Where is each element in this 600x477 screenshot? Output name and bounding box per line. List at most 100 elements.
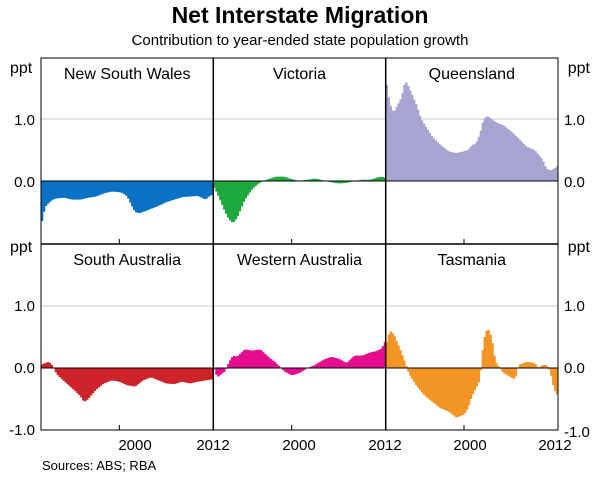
bar-victoria [344, 181, 347, 183]
bar-new-south-wales [95, 181, 99, 197]
bar-south-australia [164, 368, 167, 384]
bar-tasmania [489, 334, 492, 368]
bar-south-australia [201, 368, 204, 381]
bar-queensland [395, 107, 398, 181]
bar-new-south-wales [56, 181, 59, 199]
bar-tasmania [418, 368, 422, 391]
bar-victoria [293, 179, 296, 181]
bar-queensland [458, 152, 461, 181]
bar-new-south-wales [185, 181, 189, 197]
bar-western-australia [317, 363, 320, 368]
bar-victoria [236, 181, 240, 216]
bar-new-south-wales [123, 181, 126, 195]
bar-tasmania [481, 350, 484, 368]
bar-tasmania [546, 366, 549, 368]
bar-queensland [397, 103, 400, 181]
bar-south-australia [170, 368, 173, 384]
bar-queensland [465, 150, 469, 181]
bar-queensland [393, 110, 396, 181]
bar-tasmania [411, 368, 414, 379]
bar-south-australia [76, 368, 79, 394]
bar-south-australia [127, 368, 130, 386]
bar-western-australia [299, 368, 302, 373]
bar-victoria [276, 176, 279, 181]
bar-queensland [522, 143, 526, 181]
bar-victoria [283, 176, 287, 181]
bar-south-australia [107, 368, 110, 382]
bar-western-australia [350, 358, 353, 368]
bar-victoria [219, 181, 222, 201]
bar-western-australia [270, 359, 273, 368]
bar-south-australia [88, 368, 91, 398]
bar-victoria [340, 181, 343, 184]
bar-victoria [234, 181, 238, 220]
bar-tasmania [397, 345, 400, 368]
bar-tasmania [420, 368, 424, 393]
bar-queensland [556, 166, 559, 181]
bar-new-south-wales [99, 181, 103, 195]
bar-victoria [287, 178, 291, 181]
bar-queensland [426, 129, 430, 181]
bar-new-south-wales [82, 181, 85, 199]
bar-victoria [366, 179, 369, 181]
bar-western-australia [283, 368, 287, 372]
bar-tasmania [473, 368, 477, 391]
bar-south-australia [185, 368, 189, 383]
bar-south-australia [99, 368, 103, 386]
bar-western-australia [219, 368, 222, 375]
bar-victoria [334, 181, 338, 184]
y-tick-bottom-right-1: 1.0 [564, 298, 585, 315]
bar-queensland [446, 150, 449, 181]
bar-queensland [493, 121, 496, 181]
bar-tasmania [540, 365, 543, 368]
bar-new-south-wales [144, 181, 148, 211]
bar-queensland [428, 132, 432, 181]
bar-tasmania [399, 350, 402, 368]
bar-western-australia [344, 362, 347, 368]
bar-south-australia [152, 368, 155, 379]
bar-south-australia [89, 368, 93, 396]
bar-new-south-wales [176, 181, 179, 199]
panel-title-new-south-wales: New South Wales [64, 66, 191, 83]
bar-tasmania [428, 368, 432, 400]
bar-queensland [432, 138, 435, 181]
bar-new-south-wales [58, 181, 61, 199]
bar-victoria [279, 176, 283, 181]
panels: New South Wales Victoria Queensland South A… [41, 66, 559, 430]
y-tick-top-right-1: 1.0 [564, 112, 585, 129]
bar-queensland [444, 148, 447, 181]
bar-victoria [246, 181, 249, 196]
bar-queensland [385, 84, 388, 181]
bar-new-south-wales [76, 181, 79, 200]
bar-queensland [511, 132, 514, 181]
bar-new-south-wales [127, 181, 130, 199]
bar-new-south-wales [119, 181, 122, 193]
bar-tasmania [479, 368, 482, 371]
bar-tasmania [554, 368, 557, 392]
bar-queensland [464, 150, 467, 181]
bar-new-south-wales [97, 181, 101, 196]
bar-new-south-wales [80, 181, 83, 200]
bar-south-australia [84, 368, 87, 402]
bar-south-australia [93, 368, 97, 391]
bar-south-australia [197, 368, 200, 382]
bar-tasmania [417, 368, 420, 388]
bar-victoria [379, 176, 383, 181]
bar-western-australia [246, 349, 249, 368]
y-tick-bottom-left-0: 0.0 [14, 360, 35, 377]
bar-victoria [225, 181, 228, 214]
bar-western-australia [272, 360, 275, 368]
bar-queensland [475, 141, 479, 181]
bar-south-australia [91, 368, 95, 394]
bar-queensland [528, 148, 531, 181]
bar-tasmania [467, 368, 471, 406]
bar-new-south-wales [50, 181, 54, 201]
bar-western-australia [236, 355, 240, 368]
bar-new-south-wales [182, 181, 185, 198]
bar-south-australia [182, 368, 185, 382]
bar-queensland [516, 137, 520, 181]
bar-western-australia [240, 352, 244, 368]
bar-new-south-wales [195, 181, 199, 196]
bar-south-australia [135, 368, 138, 386]
bar-western-australia [289, 368, 293, 375]
